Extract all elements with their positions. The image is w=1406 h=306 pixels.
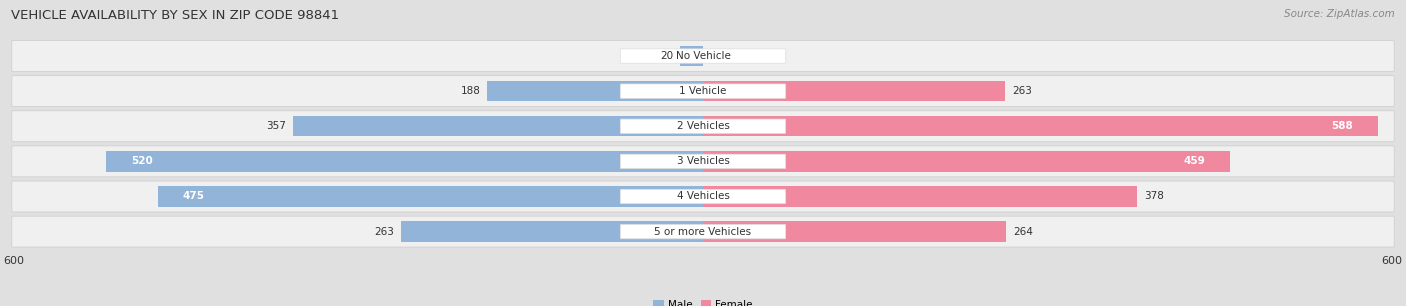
Bar — [703, 222, 1007, 242]
Bar — [105, 151, 703, 172]
Bar — [703, 116, 1378, 136]
FancyBboxPatch shape — [11, 111, 1395, 142]
FancyBboxPatch shape — [620, 154, 786, 169]
Legend: Male, Female: Male, Female — [650, 296, 756, 306]
Text: 20: 20 — [659, 51, 673, 61]
Bar — [486, 81, 703, 101]
Text: 263: 263 — [1012, 86, 1032, 96]
FancyBboxPatch shape — [11, 216, 1395, 247]
Text: 357: 357 — [266, 121, 287, 131]
FancyBboxPatch shape — [11, 146, 1395, 177]
Text: VEHICLE AVAILABILITY BY SEX IN ZIP CODE 98841: VEHICLE AVAILABILITY BY SEX IN ZIP CODE … — [11, 9, 339, 22]
Bar — [681, 46, 703, 66]
Text: 520: 520 — [131, 156, 153, 166]
FancyBboxPatch shape — [620, 49, 786, 63]
Text: Source: ZipAtlas.com: Source: ZipAtlas.com — [1284, 9, 1395, 19]
Text: 588: 588 — [1331, 121, 1353, 131]
Text: 3 Vehicles: 3 Vehicles — [676, 156, 730, 166]
FancyBboxPatch shape — [620, 224, 786, 239]
FancyBboxPatch shape — [620, 189, 786, 204]
Text: 5 or more Vehicles: 5 or more Vehicles — [654, 227, 752, 237]
Text: 188: 188 — [460, 86, 481, 96]
Text: 378: 378 — [1144, 192, 1164, 201]
Bar — [292, 116, 703, 136]
FancyBboxPatch shape — [11, 41, 1395, 72]
Text: 264: 264 — [1012, 227, 1033, 237]
Bar — [703, 186, 1137, 207]
Text: 263: 263 — [374, 227, 394, 237]
FancyBboxPatch shape — [11, 181, 1395, 212]
Bar — [703, 81, 1005, 101]
Text: 459: 459 — [1182, 156, 1205, 166]
Text: 4 Vehicles: 4 Vehicles — [676, 192, 730, 201]
Text: 2 Vehicles: 2 Vehicles — [676, 121, 730, 131]
Text: No Vehicle: No Vehicle — [675, 51, 731, 61]
Text: 1 Vehicle: 1 Vehicle — [679, 86, 727, 96]
FancyBboxPatch shape — [620, 119, 786, 133]
Bar — [157, 186, 703, 207]
Bar — [401, 222, 703, 242]
FancyBboxPatch shape — [11, 76, 1395, 106]
Bar — [703, 151, 1230, 172]
FancyBboxPatch shape — [620, 84, 786, 98]
Text: 475: 475 — [183, 192, 205, 201]
